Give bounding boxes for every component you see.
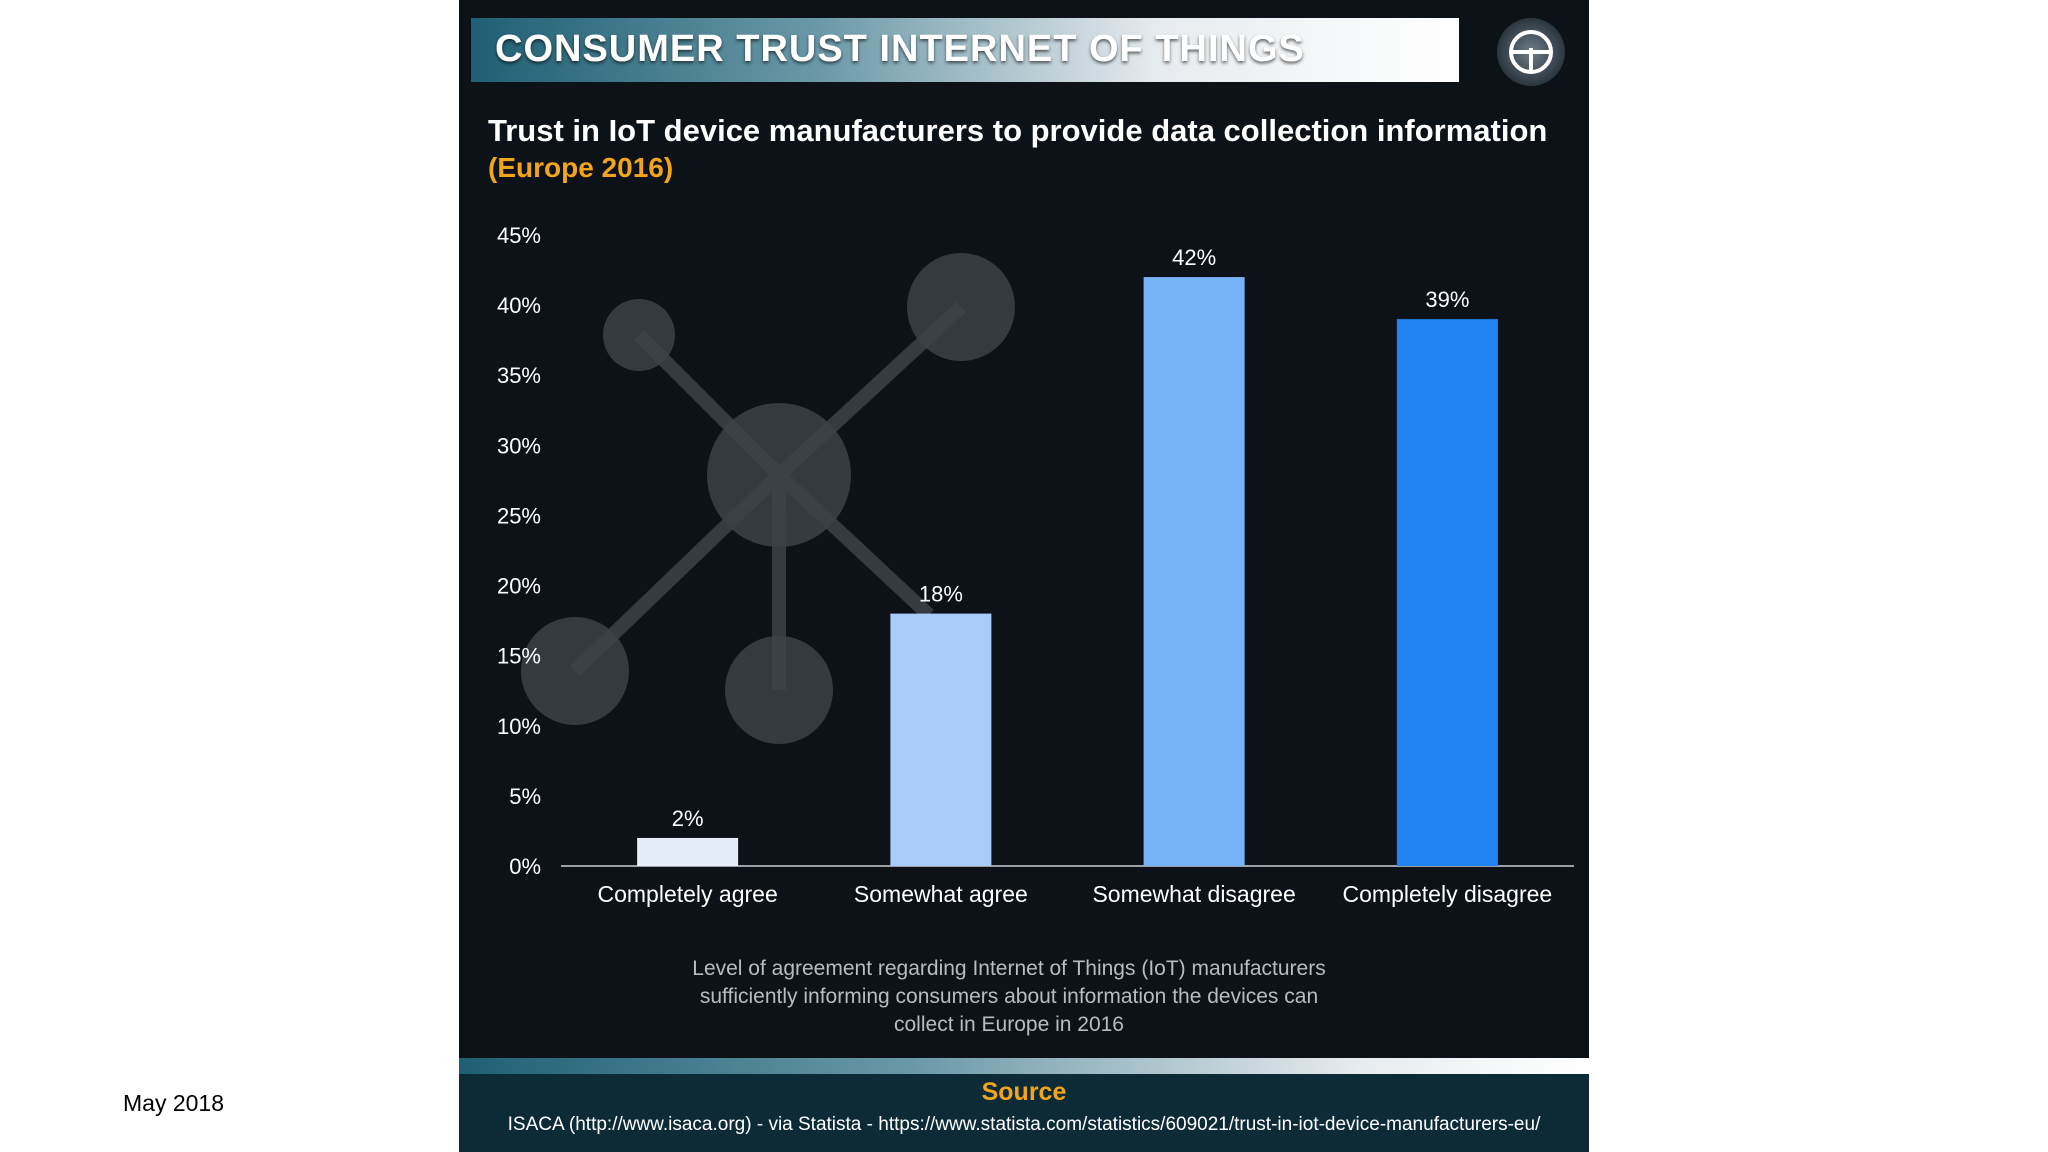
slide-date: May 2018 [123,1090,225,1116]
bar-chart: 0% 5% 10% 15% 20% 25% 30% 35% 40% 45% 2% Completely… [497,223,1574,907]
infographic-panel: CONSUMER TRUST INTERNET OF THINGS Trust … [459,0,1589,1152]
logo-icon [1497,18,1565,86]
bar [1396,319,1498,867]
caption-line: Level of agreement regarding Internet of… [692,957,1326,980]
y-tick-label: 45% [497,223,541,248]
source-label: Source [981,1078,1067,1106]
x-tick-label: Somewhat agree [854,881,1028,907]
iot-network-icon [521,253,1015,744]
x-tick-label: Completely agree [597,881,777,907]
bar [637,837,739,866]
chart-subtitle: (Europe 2016) [488,152,674,183]
y-tick-label: 30% [497,433,541,458]
y-tick-label: 0% [509,854,541,879]
caption-line: collect in Europe in 2016 [894,1013,1124,1036]
source-text: ISACA (http://www.isaca.org) - via Stati… [507,1114,1541,1135]
bar-value-label: 18% [919,582,963,607]
y-tick-label: 40% [497,293,541,318]
x-tick-label: Completely disagree [1343,881,1553,907]
header-banner: CONSUMER TRUST INTERNET OF THINGS [471,18,1459,82]
bar-value-label: 39% [1425,287,1469,312]
source-box: Source ISACA (http://www.isaca.org) - vi… [459,1074,1589,1152]
y-tick-label: 15% [497,644,541,669]
x-tick-label: Somewhat disagree [1092,881,1295,907]
source-divider [459,1058,1589,1074]
chart-caption: Level of agreement regarding Internet of… [639,955,1379,1039]
bar-value-label: 2% [672,806,704,831]
y-tick-label: 25% [497,503,541,528]
y-tick-label: 5% [509,784,541,809]
y-tick-label: 20% [497,574,541,599]
chart-title: Trust in IoT device manufacturers to pro… [488,113,1548,148]
bar [1143,277,1245,866]
caption-line: sufficiently informing consumers about i… [699,985,1319,1008]
header-title: CONSUMER TRUST INTERNET OF THINGS [495,28,1305,70]
y-tick-label: 10% [497,714,541,739]
y-tick-label: 35% [497,363,541,388]
bar-value-label: 42% [1172,245,1216,270]
bar [890,613,992,866]
